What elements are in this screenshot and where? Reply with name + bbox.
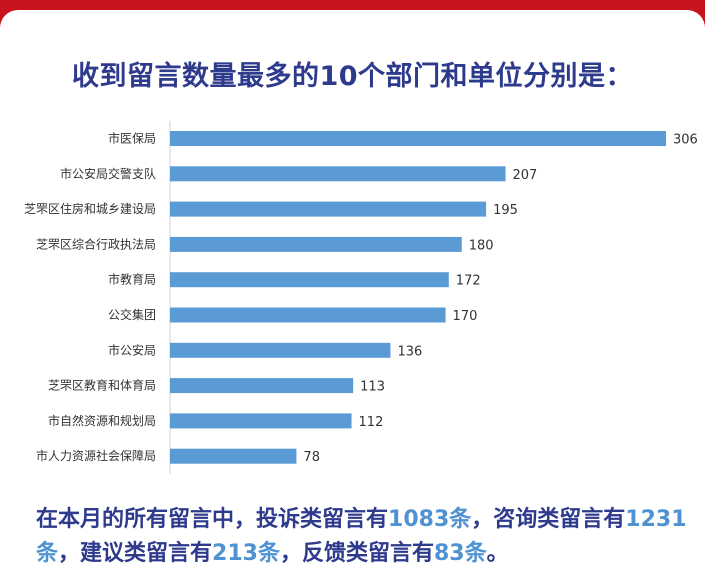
summary-text-5: 。 bbox=[486, 541, 509, 566]
category-label: 市公安局交警支队 bbox=[60, 166, 156, 181]
summary-text-1: 在本月的所有留言中，投诉类留言有 bbox=[36, 507, 389, 532]
value-label: 78 bbox=[303, 450, 320, 465]
value-label: 112 bbox=[359, 415, 384, 430]
category-label: 市自然资源和规划局 bbox=[48, 413, 156, 428]
bar bbox=[170, 236, 462, 252]
bar bbox=[170, 307, 446, 323]
inquiry-count: 1231条 bbox=[36, 507, 687, 566]
complaint-count: 1083条 bbox=[388, 507, 472, 532]
category-label: 市公安局 bbox=[108, 342, 156, 357]
bar bbox=[170, 413, 352, 429]
summary-text-3: ，建议类留言有 bbox=[58, 541, 213, 566]
value-label: 180 bbox=[469, 238, 494, 253]
summary-text-4: ，反馈类留言有 bbox=[279, 541, 434, 566]
value-label: 306 bbox=[673, 133, 698, 148]
value-label: 207 bbox=[513, 168, 538, 183]
bar bbox=[170, 131, 666, 146]
category-label: 市人力资源社会保障局 bbox=[36, 448, 156, 463]
bar bbox=[170, 378, 354, 394]
category-label: 芝罘区综合行政执法局 bbox=[36, 236, 156, 251]
category-label: 芝罘区住房和城乡建设局 bbox=[24, 201, 156, 216]
category-label: 公交集团 bbox=[108, 307, 156, 322]
value-label: 195 bbox=[493, 203, 518, 218]
category-label: 市教育局 bbox=[108, 272, 156, 287]
value-label: 172 bbox=[456, 274, 481, 289]
feedback-count: 83条 bbox=[433, 541, 487, 566]
category-label: 芝罘区教育和体育局 bbox=[48, 378, 156, 393]
summary-text: 在本月的所有留言中，投诉类留言有1083条，咨询类留言有1231条，建议类留言有… bbox=[36, 503, 696, 571]
value-label: 113 bbox=[360, 380, 385, 395]
suggestion-count: 213条 bbox=[212, 541, 280, 566]
bar bbox=[170, 201, 487, 217]
summary-text-2: ，咨询类留言有 bbox=[471, 507, 626, 532]
value-label: 136 bbox=[397, 344, 422, 359]
bar bbox=[170, 166, 506, 182]
category-label: 市医保局 bbox=[108, 131, 156, 146]
value-label: 170 bbox=[453, 309, 478, 324]
content-panel bbox=[0, 10, 705, 585]
chart-title: 收到留言数量最多的10个部门和单位分别是： bbox=[71, 61, 634, 92]
bar bbox=[170, 342, 391, 358]
bar bbox=[170, 272, 449, 288]
bar bbox=[170, 448, 297, 464]
